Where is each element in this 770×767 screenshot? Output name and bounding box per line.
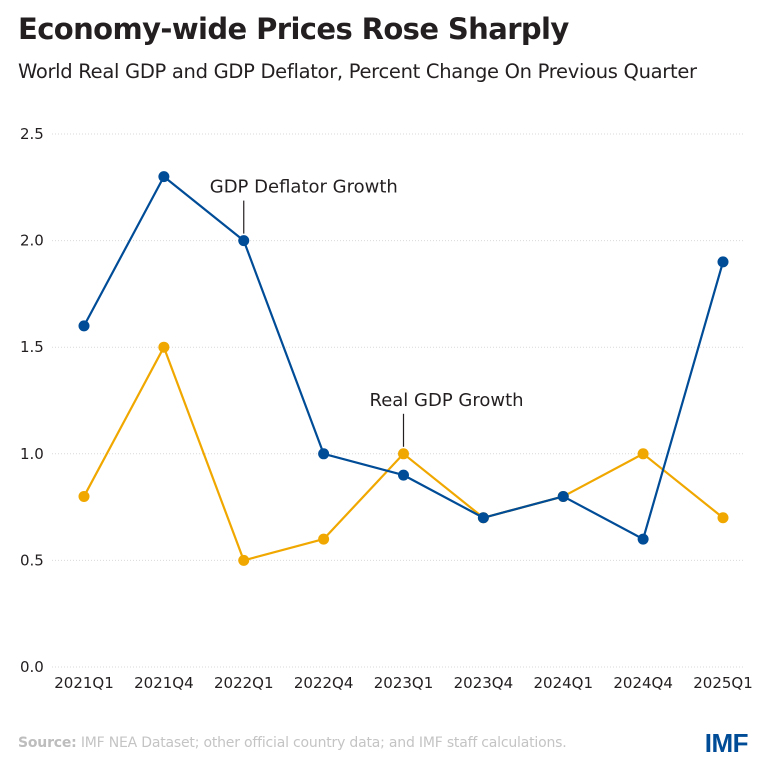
data-point [238, 554, 250, 566]
x-tick-label: 2021Q4 [134, 674, 194, 692]
data-point [78, 490, 90, 502]
data-point [78, 320, 90, 332]
data-point [398, 448, 409, 460]
annotation-label: GDP Deflator Growth [210, 177, 398, 198]
data-point [158, 171, 170, 183]
data-point [557, 490, 569, 502]
y-tick-label: 0.5 [20, 551, 44, 569]
x-tick-label: 2022Q4 [294, 674, 354, 692]
data-point [238, 235, 250, 247]
x-tick-label: 2024Q1 [533, 674, 593, 692]
data-point [477, 512, 489, 524]
data-point [717, 512, 729, 524]
series-group [78, 171, 729, 566]
y-tick-label: 1.0 [20, 445, 44, 463]
x-axis-ticks: 2021Q1 2021Q4 2022Q1 2022Q4 2023Q1 2023Q4 2024… [54, 674, 753, 692]
series-real-gdp-growth [78, 341, 729, 566]
x-tick-label: 2024Q4 [613, 674, 673, 692]
data-point [637, 448, 649, 460]
data-point [637, 533, 649, 545]
y-axis-ticks: 0.0 0.5 1.0 1.5 2.0 2.5 [20, 125, 44, 676]
x-tick-label: 2023Q4 [454, 674, 514, 692]
y-tick-label: 2.0 [20, 232, 44, 250]
chart-title: Economy-wide Prices Rose Sharply [18, 12, 569, 46]
data-point [717, 256, 729, 268]
x-tick-label: 2022Q1 [214, 674, 274, 692]
y-tick-label: 2.5 [20, 125, 44, 143]
series-gdp-deflator-growth [78, 171, 729, 545]
y-tick-label: 0.0 [20, 658, 44, 676]
chart-subtitle: World Real GDP and GDP Deflator, Percent… [18, 60, 697, 83]
annotations: GDP Deflator Growth Real GDP Growth [210, 177, 524, 447]
data-point [318, 448, 330, 460]
imf-logo: IMF [704, 728, 749, 758]
annotation-label: Real GDP Growth [370, 390, 524, 411]
source-text: IMF NEA Dataset; other official country … [76, 735, 567, 751]
data-point [158, 341, 170, 353]
data-point [398, 469, 409, 481]
series-line [83, 175, 725, 541]
x-tick-label: 2023Q1 [374, 674, 434, 692]
data-point [318, 533, 330, 545]
x-tick-label: 2025Q1 [693, 674, 753, 692]
y-tick-label: 1.5 [20, 338, 44, 356]
x-tick-label: 2021Q1 [54, 674, 114, 692]
source-note: Source: IMF NEA Dataset; other official … [18, 735, 567, 751]
source-label: Source: [18, 735, 77, 751]
